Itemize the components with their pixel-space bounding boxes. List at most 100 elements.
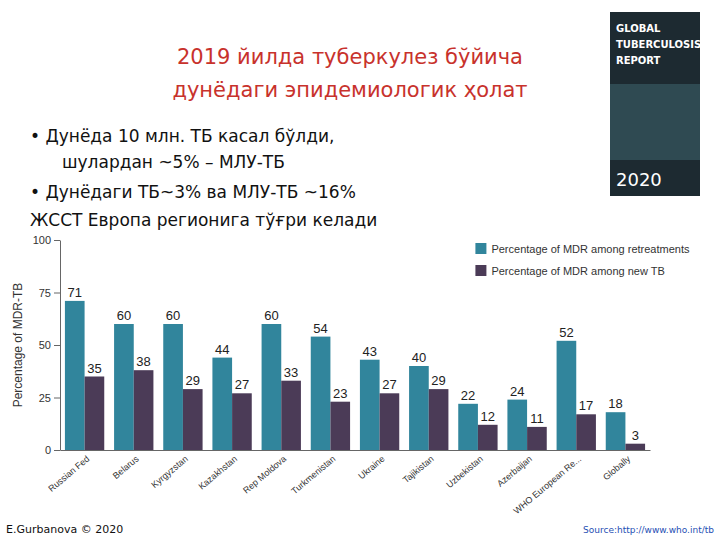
- data-label: 11: [530, 411, 544, 426]
- legend-item: Percentage of MDR among retreatments: [475, 243, 690, 255]
- bar: [330, 402, 350, 450]
- annotation: • Дунёда 10 млн. ТБ касал бўлди,: [30, 126, 334, 146]
- y-tick-label: 0: [45, 444, 51, 456]
- annotation: E.Gurbanova © 2020: [6, 523, 123, 536]
- data-label: 40: [412, 350, 426, 365]
- data-label: 71: [68, 285, 82, 300]
- bar: [281, 381, 301, 450]
- legend-item: Percentage of MDR among new TB: [475, 265, 664, 277]
- x-tick-label: Turkmenistan: [289, 454, 337, 496]
- bar: [429, 389, 449, 450]
- data-label: 60: [166, 308, 180, 323]
- legend-label: Percentage of MDR among new TB: [491, 265, 664, 277]
- annotation: TUBERCULOSIS: [616, 39, 701, 50]
- x-tick-label: Uzbekistan: [444, 454, 485, 490]
- cover-image: [610, 84, 700, 160]
- data-label: 60: [117, 308, 131, 323]
- bars: [65, 301, 645, 450]
- data-label: 29: [186, 373, 200, 388]
- legend: Percentage of MDR among retreatments Perc…: [475, 243, 690, 277]
- y-tick: 75: [39, 287, 60, 299]
- y-axis-title: Percentage of MDR-TB: [11, 283, 25, 408]
- title: 2019 йилда туберкулез бўйичадунёдаги эпи…: [172, 45, 527, 102]
- legend-label: Percentage of MDR among retreatments: [491, 243, 690, 255]
- annotation: ЖССТ Европа регионига тўғри келади: [30, 210, 377, 230]
- y-tick-mark: [54, 240, 60, 241]
- y-tick-label: 100: [33, 234, 51, 246]
- bar: [311, 337, 331, 450]
- data-label: 43: [363, 344, 377, 359]
- x-tick: Uzbekistan: [444, 454, 485, 490]
- y-axis: 0 25 50 75 100: [33, 234, 61, 456]
- x-tick: Belarus: [111, 453, 141, 481]
- annotation: 2020: [616, 169, 662, 190]
- bar: [557, 341, 577, 450]
- data-label: 52: [559, 325, 573, 340]
- y-tick: 0: [45, 444, 60, 456]
- data-label: 29: [431, 373, 445, 388]
- annotation: Source:http://www.who.int/tb: [583, 525, 714, 535]
- y-tick-label: 25: [39, 392, 51, 404]
- y-tick-mark: [54, 345, 60, 346]
- bar: [262, 324, 282, 450]
- bar: [458, 404, 478, 450]
- y-tick-label: 75: [39, 287, 51, 299]
- data-label: 12: [481, 409, 495, 424]
- y-tick: 50: [39, 339, 60, 351]
- annotation: GLOBAL: [616, 23, 661, 34]
- data-label: 27: [382, 377, 396, 392]
- bar: [507, 400, 527, 450]
- x-tick-label: Kazakhstan: [197, 454, 239, 492]
- legend-swatch: [475, 265, 486, 276]
- y-tick-mark: [54, 450, 60, 451]
- annotation: шулардан ~5% – МЛУ-ТБ: [62, 152, 285, 172]
- x-tick-label: Belarus: [111, 453, 141, 481]
- annotation: REPORT: [616, 55, 661, 66]
- data-label: 27: [235, 377, 249, 392]
- y-tick: 25: [39, 392, 60, 404]
- data-label: 44: [215, 342, 229, 357]
- data-label: 54: [313, 321, 327, 336]
- x-tick-label: Kyrgyzstan: [149, 454, 190, 490]
- x-tick: Kazakhstan: [197, 454, 239, 492]
- bar: [478, 425, 498, 450]
- y-tick-label: 50: [39, 339, 51, 351]
- bar: [380, 393, 400, 450]
- x-tick: Russian Fed: [46, 454, 91, 494]
- bar: [527, 427, 547, 450]
- x-tick-label: Globally: [601, 453, 633, 482]
- annotation: • Дунёдаги ТБ~3% ва МЛУ-ТБ ~16%: [30, 182, 356, 202]
- bar: [85, 377, 105, 451]
- legend-swatch: [475, 243, 486, 254]
- bar: [409, 366, 429, 450]
- x-tick: Globally: [601, 453, 633, 482]
- data-labels: 7160604460544340222452183538292733232729…: [68, 285, 639, 443]
- background: [0, 0, 720, 540]
- data-label: 23: [333, 386, 347, 401]
- bar: [625, 444, 645, 450]
- x-axis-line: [61, 450, 651, 451]
- x-tick: Rep Moldova: [241, 454, 288, 496]
- x-tick: Kyrgyzstan: [149, 454, 190, 490]
- x-tick-label: Rep Moldova: [241, 454, 288, 496]
- bar: [183, 389, 203, 450]
- y-tick: 100: [33, 234, 60, 246]
- data-label: 18: [608, 396, 622, 411]
- data-label: 22: [461, 388, 475, 403]
- bar: [360, 360, 380, 450]
- x-tick-label: WHO European Re...: [512, 454, 584, 516]
- data-label: 60: [264, 308, 278, 323]
- x-tick-label: Ukraine: [356, 454, 386, 482]
- data-label: 35: [87, 361, 101, 376]
- bar: [232, 393, 252, 450]
- x-tick: WHO European Re...: [512, 454, 584, 516]
- data-label: 3: [632, 428, 639, 443]
- slide: 2019 йилда туберкулез бўйичадунёдаги эпи…: [0, 0, 720, 540]
- data-label: 33: [284, 365, 298, 380]
- data-label: 17: [579, 398, 593, 413]
- bar: [65, 301, 85, 450]
- bar: [576, 414, 596, 450]
- bar: [606, 412, 626, 450]
- x-tick: Turkmenistan: [289, 454, 337, 496]
- x-tick-label: Russian Fed: [46, 454, 91, 494]
